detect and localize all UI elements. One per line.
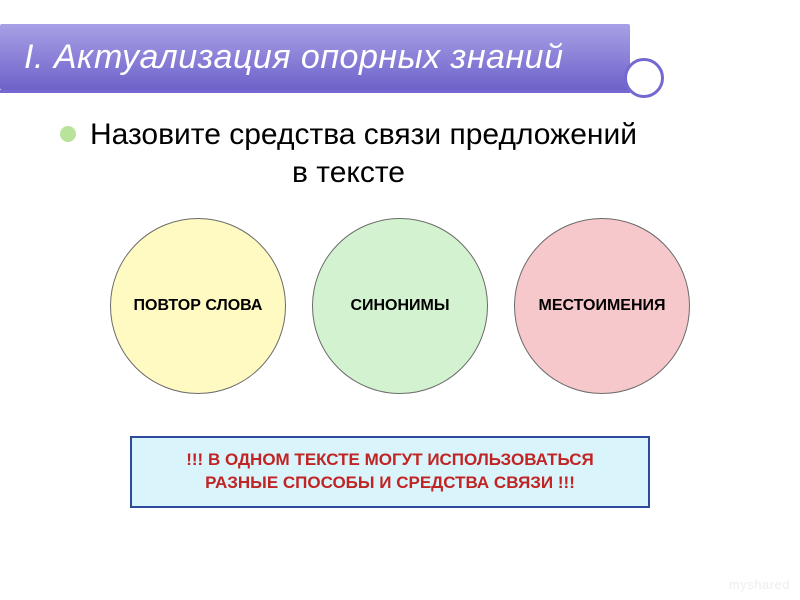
topic-circle-2: МЕСТОИМЕНИЯ: [514, 218, 690, 394]
bullet-icon: [60, 126, 76, 142]
topic-circle-label: СИНОНИМЫ: [350, 296, 449, 315]
title-bar: I. Актуализация опорных знаний: [0, 24, 564, 90]
watermark: myshared: [729, 577, 790, 592]
note-box: !!! В ОДНОМ ТЕКСТЕ МОГУТ ИСПОЛЬЗОВАТЬСЯ …: [130, 436, 650, 508]
topic-circle-label: ПОВТОР СЛОВА: [134, 296, 263, 315]
note-line-2: РАЗНЫЕ СПОСОБЫ И СРЕДСТВА СВЯЗИ !!!: [205, 473, 575, 492]
bullet-line-1: Назовите средства связи предложений: [90, 116, 637, 154]
bullet-text: Назовите средства связи предложений в те…: [90, 116, 637, 191]
note-text: !!! В ОДНОМ ТЕКСТЕ МОГУТ ИСПОЛЬЗОВАТЬСЯ …: [186, 449, 594, 495]
title-accent-circle: [624, 58, 664, 98]
title-underline: [0, 90, 630, 93]
bullet-line-2: в тексте: [60, 154, 637, 192]
circles-row: ПОВТОР СЛОВА СИНОНИМЫ МЕСТОИМЕНИЯ: [0, 218, 800, 394]
slide-body: Назовите средства связи предложений в те…: [60, 116, 760, 191]
topic-circle-0: ПОВТОР СЛОВА: [110, 218, 286, 394]
bullet-item: Назовите средства связи предложений в те…: [60, 116, 760, 191]
note-line-1: !!! В ОДНОМ ТЕКСТЕ МОГУТ ИСПОЛЬЗОВАТЬСЯ: [186, 450, 594, 469]
slide-title: I. Актуализация опорных знаний: [0, 38, 564, 77]
topic-circle-label: МЕСТОИМЕНИЯ: [538, 296, 665, 315]
topic-circle-1: СИНОНИМЫ: [312, 218, 488, 394]
slide-root: I. Актуализация опорных знаний Назовите …: [0, 0, 800, 600]
